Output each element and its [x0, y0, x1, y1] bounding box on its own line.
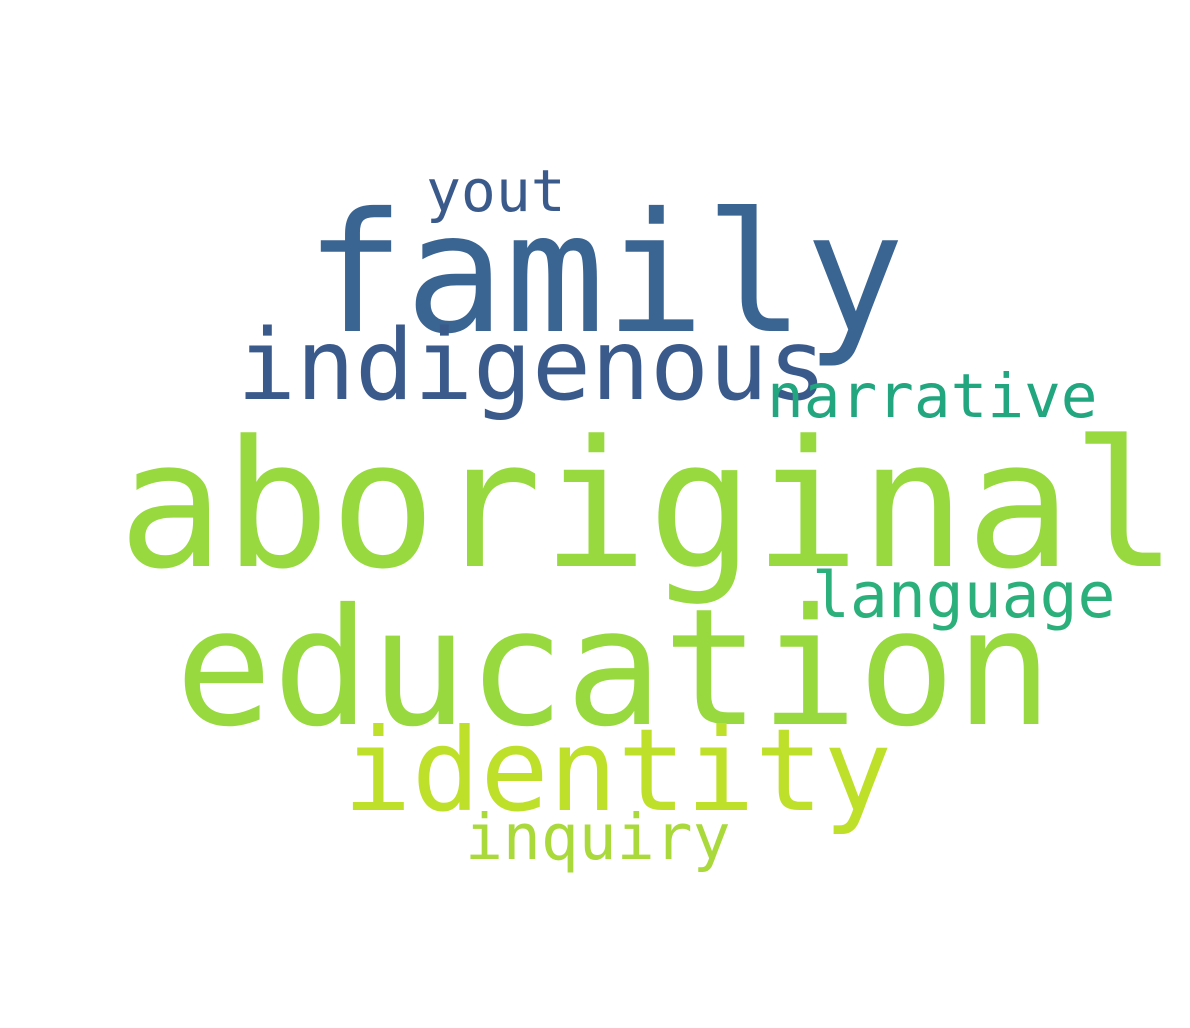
word-family: family	[305, 178, 905, 371]
word-language: language	[812, 559, 1116, 632]
word-education: education	[175, 575, 1053, 763]
word-inquiry: inquiry	[465, 801, 731, 874]
word-indigenous: indigenous	[237, 309, 828, 423]
word-narrative: narrative	[767, 361, 1098, 432]
word-aboriginal: aboriginal	[118, 403, 1178, 608]
word-identity: identity	[343, 704, 893, 837]
word-yout: yout	[426, 157, 566, 225]
